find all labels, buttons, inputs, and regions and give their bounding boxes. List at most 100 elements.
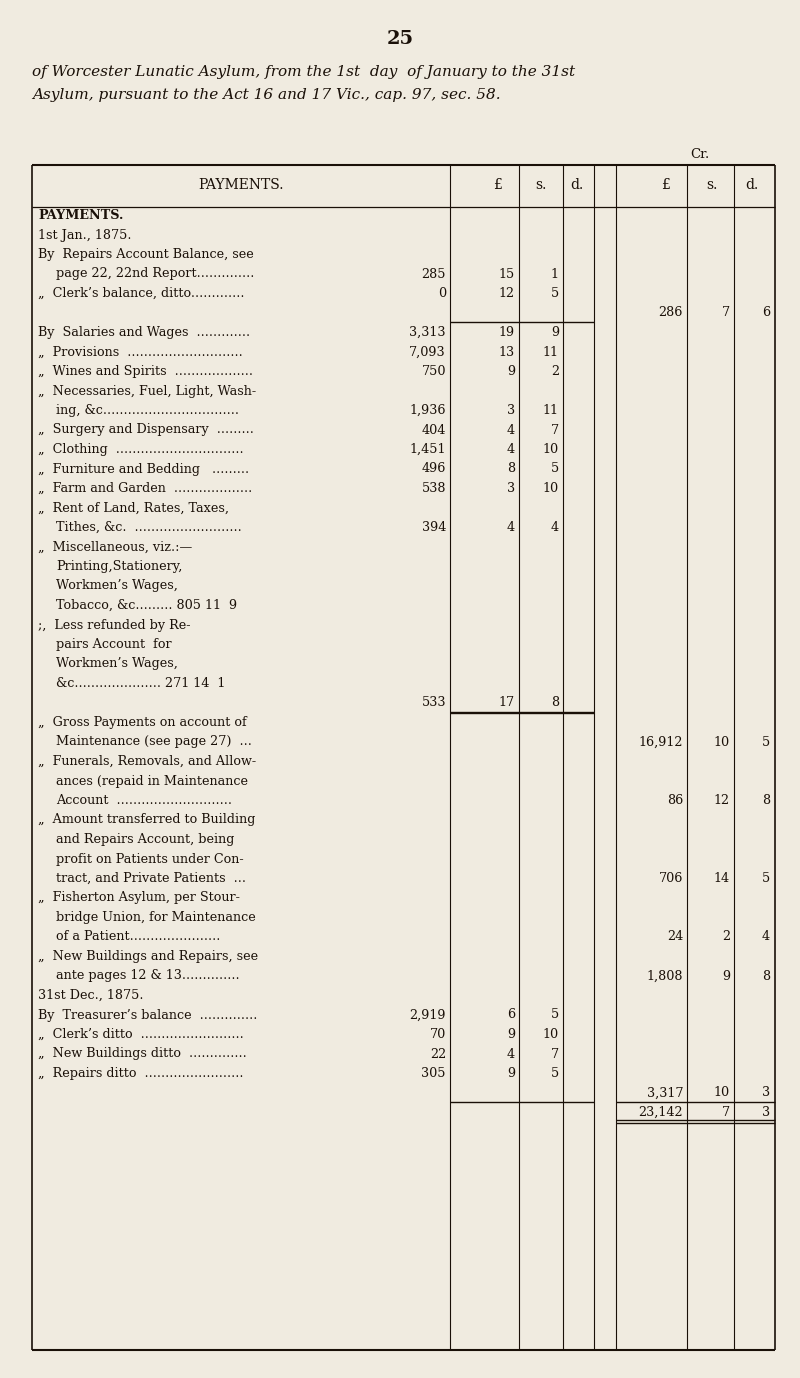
Text: 5: 5 xyxy=(762,872,770,885)
Text: 3,317: 3,317 xyxy=(646,1086,683,1100)
Text: „  Funerals, Removals, and Allow-: „ Funerals, Removals, and Allow- xyxy=(38,755,256,768)
Text: 2,919: 2,919 xyxy=(410,1009,446,1021)
Text: 7,093: 7,093 xyxy=(410,346,446,358)
Text: 2: 2 xyxy=(722,930,730,944)
Text: Workmen’s Wages,: Workmen’s Wages, xyxy=(56,657,178,671)
Text: Maintenance (see page 27)  ...: Maintenance (see page 27) ... xyxy=(56,736,252,748)
Text: 394: 394 xyxy=(422,521,446,535)
Text: PAYMENTS.: PAYMENTS. xyxy=(198,178,284,192)
Text: 4: 4 xyxy=(507,1047,515,1061)
Text: d.: d. xyxy=(570,178,584,192)
Text: page 22, 22nd Report..............: page 22, 22nd Report.............. xyxy=(56,267,254,281)
Text: Tobacco, &c......... 805 11  9: Tobacco, &c......... 805 11 9 xyxy=(56,599,237,612)
Text: 70: 70 xyxy=(430,1028,446,1040)
Text: „  Rent of Land, Rates, Taxes,: „ Rent of Land, Rates, Taxes, xyxy=(38,502,229,514)
Text: „  Provisions  ............................: „ Provisions ...........................… xyxy=(38,346,242,358)
Text: 286: 286 xyxy=(658,306,683,320)
Text: 5: 5 xyxy=(550,463,559,475)
Text: Account  ............................: Account ............................ xyxy=(56,794,232,808)
Text: 1,808: 1,808 xyxy=(646,970,683,983)
Text: Tithes, &c.  ..........................: Tithes, &c. .......................... xyxy=(56,521,242,535)
Text: 10: 10 xyxy=(714,736,730,748)
Text: 9: 9 xyxy=(722,970,730,983)
Text: 0: 0 xyxy=(438,287,446,300)
Text: ing, &c.................................: ing, &c................................. xyxy=(56,404,239,418)
Text: „  Gross Payments on account of: „ Gross Payments on account of xyxy=(38,717,246,729)
Text: „  Amount transferred to Building: „ Amount transferred to Building xyxy=(38,813,255,827)
Text: 2: 2 xyxy=(551,365,559,378)
Text: 5: 5 xyxy=(550,1009,559,1021)
Text: 10: 10 xyxy=(543,1028,559,1040)
Text: 25: 25 xyxy=(386,30,414,48)
Text: 31st Dec., 1875.: 31st Dec., 1875. xyxy=(38,989,143,1002)
Text: 11: 11 xyxy=(543,346,559,358)
Text: ;,  Less refunded by Re-: ;, Less refunded by Re- xyxy=(38,619,190,631)
Text: „  Miscellaneous, viz.:—: „ Miscellaneous, viz.:— xyxy=(38,540,192,554)
Text: 19: 19 xyxy=(499,327,515,339)
Text: „  Farm and Garden  ...................: „ Farm and Garden ................... xyxy=(38,482,252,495)
Text: and Repairs Account, being: and Repairs Account, being xyxy=(56,832,234,846)
Text: 9: 9 xyxy=(507,1067,515,1080)
Text: 496: 496 xyxy=(422,463,446,475)
Text: 1st Jan., 1875.: 1st Jan., 1875. xyxy=(38,229,131,241)
Text: s.: s. xyxy=(706,178,718,192)
Text: 7: 7 xyxy=(722,306,730,320)
Text: 3,313: 3,313 xyxy=(410,327,446,339)
Text: 1,451: 1,451 xyxy=(410,442,446,456)
Text: 1,936: 1,936 xyxy=(410,404,446,418)
Text: of a Patient......................: of a Patient...................... xyxy=(56,930,220,944)
Text: 538: 538 xyxy=(422,482,446,495)
Text: 86: 86 xyxy=(666,794,683,808)
Text: 7: 7 xyxy=(551,423,559,437)
Text: 8: 8 xyxy=(762,794,770,808)
Text: s.: s. xyxy=(535,178,546,192)
Text: 706: 706 xyxy=(658,872,683,885)
Text: 4: 4 xyxy=(551,521,559,535)
Text: 9: 9 xyxy=(507,1028,515,1040)
Text: 10: 10 xyxy=(543,482,559,495)
Text: 7: 7 xyxy=(551,1047,559,1061)
Text: 24: 24 xyxy=(666,930,683,944)
Text: 5: 5 xyxy=(550,287,559,300)
Text: 1: 1 xyxy=(551,267,559,281)
Text: 4: 4 xyxy=(507,423,515,437)
Text: bridge Union, for Maintenance: bridge Union, for Maintenance xyxy=(56,911,256,925)
Text: 4: 4 xyxy=(507,521,515,535)
Text: By  Treasurer’s balance  ..............: By Treasurer’s balance .............. xyxy=(38,1009,258,1021)
Text: 3: 3 xyxy=(507,482,515,495)
Text: 10: 10 xyxy=(543,442,559,456)
Text: £: £ xyxy=(493,178,502,192)
Text: „  Necessaries, Fuel, Light, Wash-: „ Necessaries, Fuel, Light, Wash- xyxy=(38,384,256,397)
Text: 4: 4 xyxy=(762,930,770,944)
Text: 17: 17 xyxy=(499,696,515,710)
Text: 15: 15 xyxy=(498,267,515,281)
Text: 305: 305 xyxy=(422,1067,446,1080)
Text: PAYMENTS.: PAYMENTS. xyxy=(38,209,123,222)
Text: Printing,Stationery,: Printing,Stationery, xyxy=(56,559,182,573)
Text: Workmen’s Wages,: Workmen’s Wages, xyxy=(56,580,178,593)
Text: 10: 10 xyxy=(714,1086,730,1100)
Text: „  Clothing  ...............................: „ Clothing .............................… xyxy=(38,442,244,456)
Text: 404: 404 xyxy=(422,423,446,437)
Text: pairs Account  for: pairs Account for xyxy=(56,638,172,650)
Text: „  Repairs ditto  ........................: „ Repairs ditto ........................ xyxy=(38,1067,243,1080)
Text: „  Wines and Spirits  ...................: „ Wines and Spirits ................... xyxy=(38,365,253,378)
Text: 7: 7 xyxy=(722,1107,730,1119)
Text: 6: 6 xyxy=(762,306,770,320)
Text: 3: 3 xyxy=(762,1086,770,1100)
Text: „  New Buildings and Repairs, see: „ New Buildings and Repairs, see xyxy=(38,949,258,963)
Text: 12: 12 xyxy=(714,794,730,808)
Text: „  New Buildings ditto  ..............: „ New Buildings ditto .............. xyxy=(38,1047,246,1061)
Text: 9: 9 xyxy=(551,327,559,339)
Text: &c..................... 271 14  1: &c..................... 271 14 1 xyxy=(56,677,226,690)
Text: 4: 4 xyxy=(507,442,515,456)
Text: 12: 12 xyxy=(499,287,515,300)
Text: 5: 5 xyxy=(550,1067,559,1080)
Text: Asylum, pursuant to the Act 16 and 17 Vic., cap. 97, sec. 58.: Asylum, pursuant to the Act 16 and 17 Vi… xyxy=(32,88,501,102)
Text: 9: 9 xyxy=(507,365,515,378)
Text: 8: 8 xyxy=(507,463,515,475)
Text: profit on Patients under Con-: profit on Patients under Con- xyxy=(56,853,244,865)
Text: „  Furniture and Bedding   .........: „ Furniture and Bedding ......... xyxy=(38,463,249,475)
Text: 3: 3 xyxy=(762,1107,770,1119)
Text: 22: 22 xyxy=(430,1047,446,1061)
